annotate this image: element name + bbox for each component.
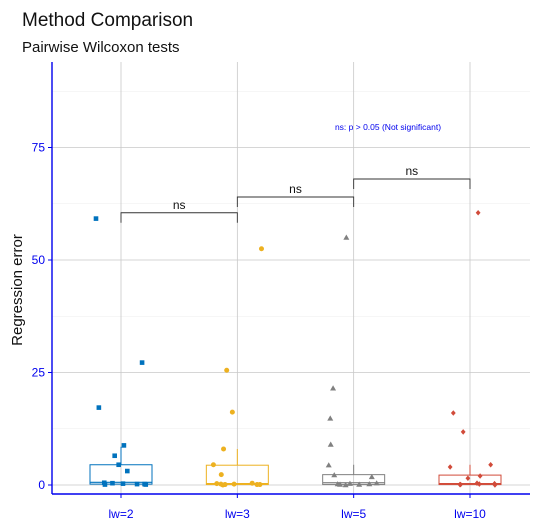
data-point bbox=[342, 482, 349, 488]
x-tick-label: lw=2 bbox=[108, 507, 133, 521]
data-point bbox=[356, 481, 363, 487]
grid bbox=[52, 62, 530, 494]
data-point bbox=[327, 415, 334, 421]
data-point bbox=[327, 441, 334, 447]
data-point bbox=[458, 481, 463, 488]
data-point bbox=[343, 234, 350, 240]
y-tick-label: 75 bbox=[32, 141, 46, 155]
y-tick-label: 50 bbox=[32, 253, 46, 267]
significance-label: ns bbox=[405, 164, 418, 178]
data-point bbox=[346, 480, 353, 486]
data-point bbox=[210, 462, 216, 468]
data-point bbox=[218, 472, 224, 478]
data-point bbox=[139, 360, 145, 365]
data-point bbox=[125, 468, 130, 474]
data-point bbox=[120, 481, 126, 486]
data-point bbox=[258, 246, 264, 252]
data-point bbox=[460, 429, 466, 435]
x-tick-label: lw=10 bbox=[454, 507, 486, 521]
data-point bbox=[373, 480, 380, 486]
significance-bracket bbox=[236, 196, 355, 207]
data-point bbox=[121, 443, 127, 448]
data-point bbox=[475, 209, 481, 216]
data-point bbox=[447, 464, 453, 470]
data-point bbox=[112, 453, 117, 459]
x-tick-label: lw=5 bbox=[341, 507, 366, 521]
data-point bbox=[337, 481, 344, 487]
axes: 0 25 50 75 lw=2 lw=3 lw=5 lw=10 bbox=[32, 62, 530, 521]
data-point bbox=[330, 385, 337, 391]
data-point bbox=[331, 472, 338, 478]
data-point bbox=[102, 482, 108, 487]
significance-label: ns bbox=[289, 182, 302, 196]
boxes bbox=[89, 446, 502, 486]
data-point bbox=[368, 473, 375, 480]
significance-bracket bbox=[353, 178, 471, 189]
data-point bbox=[110, 480, 115, 486]
data-point bbox=[221, 446, 227, 452]
box bbox=[205, 464, 269, 486]
data-point bbox=[143, 482, 149, 487]
data-point bbox=[325, 462, 332, 468]
chart-title: Method Comparison bbox=[22, 10, 193, 31]
box bbox=[322, 474, 386, 486]
box bbox=[438, 474, 502, 486]
data-point bbox=[366, 481, 373, 487]
data-point bbox=[231, 481, 237, 487]
y-tick-label: 25 bbox=[32, 366, 46, 380]
data-point bbox=[116, 462, 121, 468]
data-point bbox=[134, 481, 140, 487]
data-point bbox=[220, 482, 226, 488]
data-point bbox=[465, 475, 471, 482]
data-point bbox=[488, 461, 494, 468]
data-point bbox=[224, 367, 230, 373]
data-point bbox=[229, 409, 235, 415]
data-point bbox=[93, 216, 99, 221]
points bbox=[93, 209, 498, 488]
data-point bbox=[492, 482, 498, 488]
data-point bbox=[477, 473, 483, 479]
chart-subtitle: Pairwise Wilcoxon tests bbox=[22, 39, 180, 56]
y-axis-label: Regression error bbox=[9, 234, 26, 346]
data-point bbox=[249, 480, 255, 486]
significance-note: ns: p > 0.05 (Not significant) bbox=[335, 122, 441, 132]
data-point bbox=[96, 405, 102, 410]
data-point bbox=[257, 482, 263, 488]
y-tick-label: 0 bbox=[38, 478, 45, 492]
significance-label: ns bbox=[173, 198, 186, 212]
significance-bracket bbox=[120, 212, 238, 223]
x-tick-label: lw=3 bbox=[225, 507, 250, 521]
significance-brackets: ns ns ns bbox=[120, 164, 471, 223]
data-point bbox=[214, 481, 220, 487]
data-point bbox=[476, 481, 482, 487]
data-point bbox=[450, 410, 456, 416]
